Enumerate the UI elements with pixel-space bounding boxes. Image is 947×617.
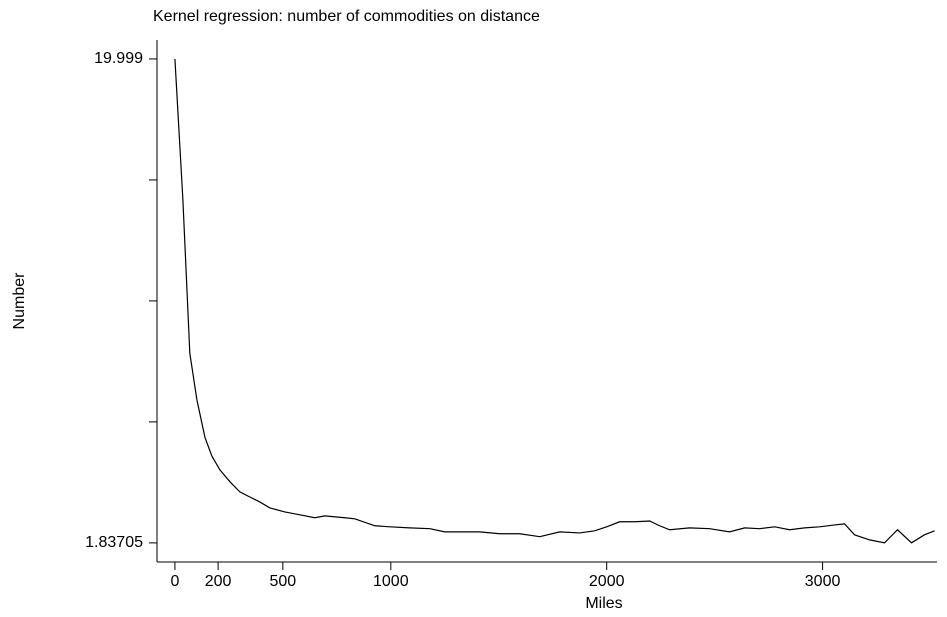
y-tick-label: 1.83705 — [85, 534, 143, 551]
y-axis-title: Number — [11, 272, 28, 330]
x-axis-title: Miles — [585, 595, 622, 612]
x-tick-label: 500 — [270, 573, 297, 590]
x-tick-label: 3000 — [805, 573, 841, 590]
x-tick-label: 0 — [170, 573, 179, 590]
y-tick-label: 19.999 — [94, 50, 143, 67]
x-tick-label: 1000 — [373, 573, 409, 590]
x-tick-label: 200 — [205, 573, 232, 590]
data-line — [174, 58, 935, 544]
x-tick-label: 2000 — [589, 573, 625, 590]
chart-title: Kernel regression: number of commodities… — [153, 8, 540, 25]
